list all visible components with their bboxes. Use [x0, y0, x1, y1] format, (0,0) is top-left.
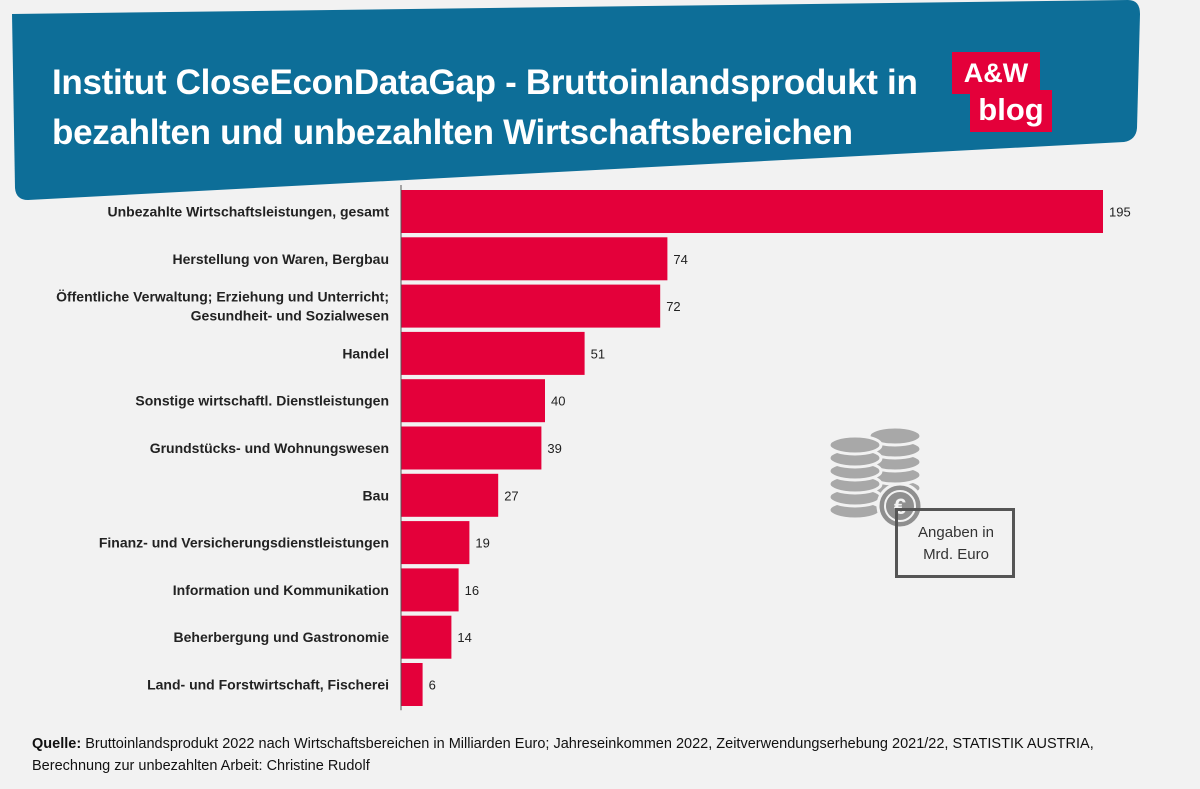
logo-bottom-text: blog — [970, 90, 1052, 132]
category-label-11: Land- und Forstwirtschaft, Fischerei — [147, 677, 389, 693]
chart-bars — [401, 190, 1103, 706]
category-label-1: Unbezahlte Wirtschaftsleistungen, gesamt — [108, 204, 390, 220]
bar-9 — [401, 568, 459, 612]
value-label-8: 19 — [475, 536, 489, 551]
bar-10 — [401, 615, 452, 659]
category-label-10: Beherbergung und Gastronomie — [174, 629, 390, 645]
bar-5 — [401, 379, 545, 423]
category-label-6: Grundstücks- und Wohnungswesen — [150, 440, 389, 456]
bar-1 — [401, 190, 1103, 233]
bar-3 — [401, 284, 661, 328]
unit-note-line-1: Angaben in — [918, 524, 994, 541]
value-label-4: 51 — [591, 346, 605, 361]
unit-note-line-2: Mrd. Euro — [923, 546, 989, 563]
category-label-3: Öffentliche Verwaltung; Erziehung und Un… — [56, 289, 389, 324]
logo-top-text: A&W — [952, 52, 1040, 94]
category-label-8: Finanz- und Versicherungsdienstleistunge… — [99, 535, 389, 551]
euro-coins-icon: € — [827, 425, 924, 528]
page-title-line-2: bezahlten und unbezahlten Wirtschaftsber… — [52, 113, 853, 152]
bar-8 — [401, 521, 470, 565]
bar-2 — [401, 237, 668, 281]
chart-value-labels: 195 74 72 51 40 39 27 19 16 14 6 — [429, 205, 1131, 693]
bar-7 — [401, 473, 499, 517]
chart-category-labels: Unbezahlte Wirtschaftsleistungen, gesamt… — [56, 204, 389, 693]
value-label-9: 16 — [465, 583, 479, 598]
value-label-1: 195 — [1109, 205, 1131, 220]
value-label-3: 72 — [666, 299, 680, 314]
header-banner-shape — [12, 0, 1140, 200]
value-label-2: 74 — [673, 252, 687, 267]
category-label-9: Information und Kommunikation — [173, 582, 389, 598]
bar-4 — [401, 331, 585, 375]
source-note: Quelle: Bruttoinlandsprodukt 2022 nach W… — [32, 733, 1172, 777]
source-label: Quelle: — [32, 736, 82, 752]
unit-note-box — [895, 508, 1015, 578]
aw-blog-logo[interactable]: A&W blog — [938, 52, 1058, 136]
bar-11 — [401, 663, 423, 706]
header-band — [12, 0, 1140, 200]
bar-6 — [401, 426, 542, 470]
value-label-6: 39 — [547, 441, 561, 456]
value-label-11: 6 — [429, 678, 436, 693]
page-title: Institut CloseEconDataGap - Bruttoinland… — [52, 58, 918, 158]
value-label-7: 27 — [504, 488, 518, 503]
value-label-5: 40 — [551, 394, 565, 409]
value-label-10: 14 — [457, 630, 471, 645]
page-title-line-1: Institut CloseEconDataGap - Bruttoinland… — [52, 63, 918, 102]
category-label-5: Sonstige wirtschaftl. Dienstleistungen — [135, 393, 389, 409]
category-label-2: Herstellung von Waren, Bergbau — [172, 251, 389, 267]
unit-note-text: Angaben in Mrd. Euro — [895, 522, 1017, 566]
category-label-4: Handel — [342, 345, 389, 361]
source-text: Bruttoinlandsprodukt 2022 nach Wirtschaf… — [32, 736, 1094, 774]
bar-chart: Unbezahlte Wirtschaftsleistungen, gesamt… — [56, 185, 1131, 711]
category-label-7: Bau — [363, 487, 389, 503]
